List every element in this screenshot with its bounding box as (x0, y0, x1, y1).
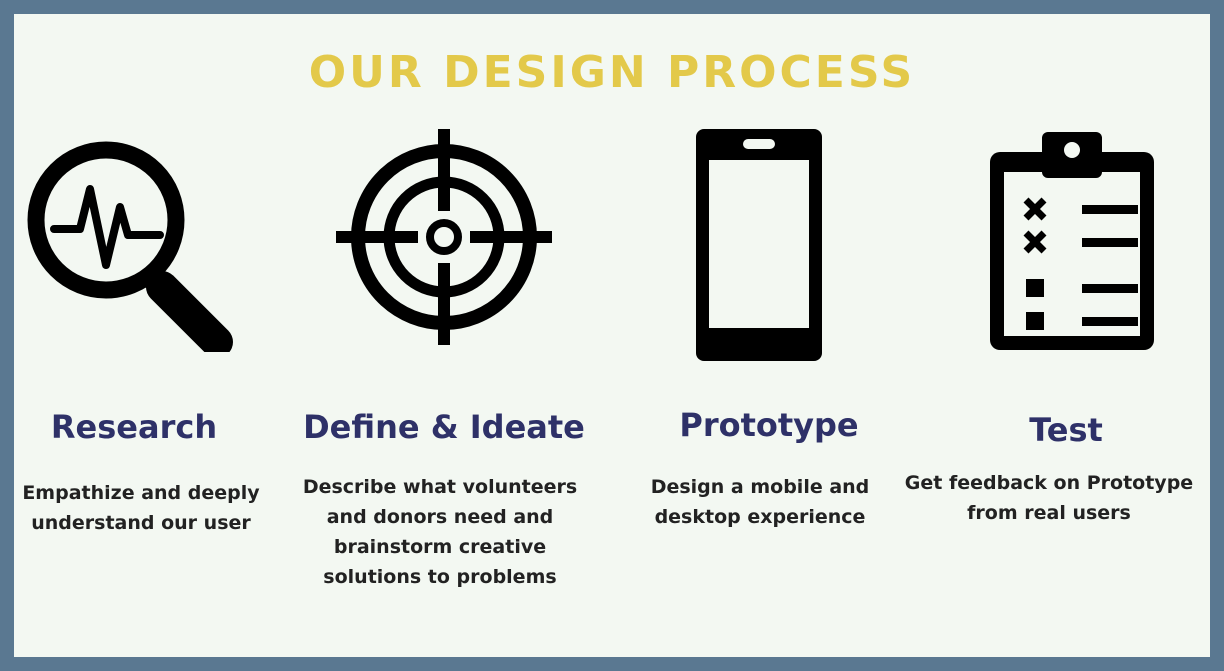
page-title: OUR DESIGN PROCESS (308, 47, 916, 98)
step-heading-research: Research (50, 408, 218, 446)
clipboard-checklist-icon (990, 132, 1154, 350)
step-description-research: Empathize and deeply understand our user (22, 482, 260, 534)
step-description-test: Get feedback on Prototype from real user… (904, 472, 1194, 524)
step-description-define-ideate: Describe what volunteers and donors need… (302, 476, 578, 588)
mobile-phone-icon (696, 129, 822, 361)
crosshair-target-icon (336, 129, 552, 345)
step-heading-test: Test (1029, 411, 1103, 449)
magnifier-pulse-icon (27, 141, 233, 352)
content-panel: OUR DESIGN PROCESS (14, 14, 1210, 657)
step-description-prototype: Design a mobile and desktop experience (650, 476, 870, 528)
step-heading-define-ideate: Define & Ideate (303, 408, 585, 446)
step-heading-prototype: Prototype (679, 406, 859, 444)
